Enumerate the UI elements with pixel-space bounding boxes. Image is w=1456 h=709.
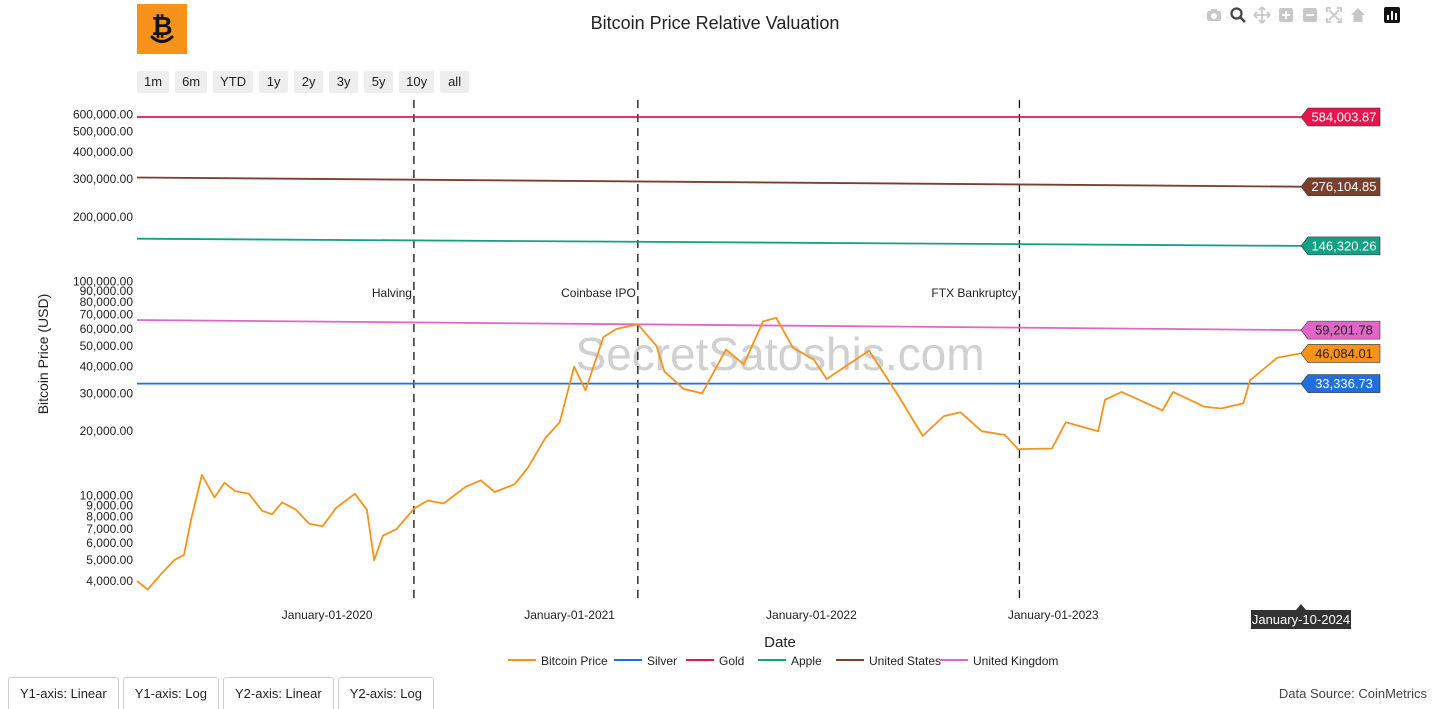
event-label: Halving: [372, 286, 412, 300]
series-line-united-states[interactable]: [136, 176, 1302, 188]
series-line-united-kingdom[interactable]: [136, 319, 1302, 331]
y-tick-label: 4,000.00: [86, 574, 133, 588]
zoom-out-icon[interactable]: [1301, 6, 1319, 24]
end-label-text: 33,336.73: [1315, 376, 1373, 391]
data-source: Data Source: CoinMetrics: [1278, 686, 1427, 701]
legend-item-bitcoin[interactable]: Bitcoin Price: [508, 654, 608, 668]
legend-item-united-states[interactable]: United States: [836, 654, 941, 668]
range-button-5y[interactable]: 5y: [364, 71, 394, 93]
legend-label: United Kingdom: [973, 654, 1058, 668]
series-line-bitcoin[interactable]: [136, 316, 1302, 591]
y-tick-label: 600,000.00: [73, 107, 133, 121]
camera-icon[interactable]: [1205, 6, 1223, 24]
end-label-text: 46,084.01: [1315, 346, 1373, 361]
y-tick-label: 80,000.00: [80, 295, 134, 309]
end-label-text: 59,201.78: [1315, 323, 1373, 338]
pan-icon[interactable]: [1253, 6, 1271, 24]
end-label-united-kingdom: 59,201.78: [1300, 320, 1381, 340]
y-tick-label: 100,000.00: [73, 274, 133, 288]
y-tick-label: 90,000.00: [80, 284, 134, 298]
end-label-apple: 146,320.26: [1300, 236, 1381, 256]
hover-date-badge: [1251, 604, 1351, 629]
range-button-10y[interactable]: 10y: [399, 71, 435, 93]
legend-item-apple[interactable]: Apple: [758, 654, 822, 668]
range-button-ytd[interactable]: YTD: [213, 71, 254, 93]
y-tick-label: 8,000.00: [86, 509, 133, 523]
range-button-1m[interactable]: 1m: [137, 71, 170, 93]
series-line-apple[interactable]: [136, 237, 1302, 247]
event-label: FTX Bankruptcy: [931, 286, 1017, 300]
legend-label: Apple: [791, 654, 822, 668]
end-label-text: 146,320.26: [1311, 238, 1376, 253]
y-tick-label: 30,000.00: [80, 386, 134, 400]
zoom-in-icon[interactable]: [1277, 6, 1295, 24]
legend-item-united-kingdom[interactable]: United Kingdom: [940, 654, 1058, 668]
y-tick-label: 10,000.00: [80, 489, 134, 503]
y2-log-button[interactable]: Y2-axis: Log: [337, 677, 434, 709]
y-tick-label: 6,000.00: [86, 536, 133, 550]
zoom-icon[interactable]: [1229, 6, 1247, 24]
end-label-united-states: 276,104.85: [1300, 177, 1381, 197]
bitcoin-smile-icon: ₿: [150, 12, 174, 43]
event-label: Coinbase IPO: [561, 286, 636, 300]
y-axis-title: Bitcoin Price (USD): [35, 294, 51, 415]
x-tick-label: January-01-2022: [766, 608, 857, 622]
x-tick-label: January-01-2020: [282, 608, 373, 622]
plotly-logo-icon[interactable]: [1383, 6, 1401, 24]
range-button-1y[interactable]: 1y: [259, 71, 289, 93]
range-button-6m[interactable]: 6m: [175, 71, 208, 93]
end-label-text: 584,003.87: [1311, 110, 1376, 125]
y-tick-label: 5,000.00: [86, 553, 133, 567]
chart-title: Bitcoin Price Relative Valuation: [590, 13, 840, 33]
y-tick-label: 50,000.00: [80, 339, 134, 353]
y-tick-label: 7,000.00: [86, 522, 133, 536]
y-tick-label: 300,000.00: [73, 172, 133, 186]
range-button-3y[interactable]: 3y: [329, 71, 359, 93]
home-icon[interactable]: [1349, 6, 1367, 24]
hover-date-text: January-10-2024: [1252, 612, 1350, 627]
y-tick-label: 200,000.00: [73, 210, 133, 224]
y-tick-label: 60,000.00: [80, 322, 134, 336]
y-tick-label: 20,000.00: [80, 424, 134, 438]
legend-label: Bitcoin Price: [541, 654, 608, 668]
autoscale-icon[interactable]: [1325, 6, 1343, 24]
legend-label: Gold: [719, 654, 744, 668]
y2-linear-button[interactable]: Y2-axis: Linear: [222, 677, 334, 709]
x-tick-label: January-01-2023: [1008, 608, 1099, 622]
legend-label: Silver: [647, 654, 677, 668]
range-button-2y[interactable]: 2y: [294, 71, 324, 93]
y1-log-button[interactable]: Y1-axis: Log: [122, 677, 219, 709]
y-tick-label: 400,000.00: [73, 145, 133, 159]
range-selector: 1m 6m YTD 1y 2y 3y 5y 10y all: [137, 71, 470, 93]
y-tick-label: 9,000.00: [86, 498, 133, 512]
y-tick-label: 500,000.00: [73, 124, 133, 138]
x-tick-label: January-01-2021: [524, 608, 615, 622]
svg-text:₿: ₿: [151, 12, 172, 42]
end-label-bitcoin: 46,084.01: [1300, 344, 1381, 363]
axis-scale-buttons: Y1-axis: Linear Y1-axis: Log Y2-axis: Li…: [8, 677, 434, 709]
end-label-text: 276,104.85: [1311, 179, 1376, 194]
legend-item-silver[interactable]: Silver: [614, 654, 677, 668]
range-button-all[interactable]: all: [440, 71, 470, 93]
legend-label: United States: [869, 654, 941, 668]
end-label-gold: 584,003.87: [1300, 107, 1381, 127]
logo: ₿: [137, 4, 187, 54]
y-tick-label: 40,000.00: [80, 360, 134, 374]
modebar: [1205, 6, 1401, 24]
y1-linear-button[interactable]: Y1-axis: Linear: [8, 677, 119, 709]
y-tick-label: 70,000.00: [80, 308, 134, 322]
watermark: SecretSatoshis.com: [575, 328, 984, 380]
end-label-silver: 33,336.73: [1300, 374, 1381, 393]
legend-item-gold[interactable]: Gold: [686, 654, 744, 668]
x-axis-title: Date: [764, 634, 796, 651]
